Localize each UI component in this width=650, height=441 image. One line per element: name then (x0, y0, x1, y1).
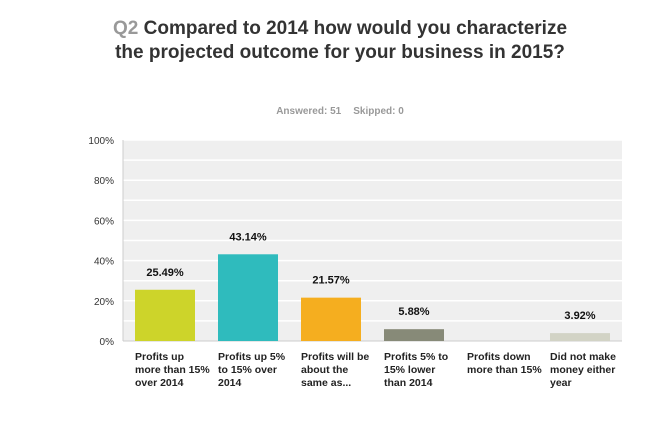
y-tick-label: 100% (88, 136, 114, 147)
bar (218, 254, 278, 341)
bar (550, 333, 610, 341)
y-tick-label: 40% (94, 257, 114, 268)
data-label: 3.92% (564, 310, 595, 322)
x-category-label: Profits down more than 15% (467, 351, 542, 376)
skipped-count: Skipped: 0 (353, 106, 404, 117)
x-category-label: Profits 5% to 15% lower than 2014 (384, 351, 449, 389)
answered-count: Answered: 51 (276, 106, 342, 117)
bar (384, 329, 444, 341)
question-text: Compared to 2014 how would you character… (115, 18, 568, 63)
bar (135, 289, 195, 341)
data-label: 21.57% (312, 275, 350, 287)
x-category-label: Profits will be about the same as... (301, 351, 370, 389)
bar (301, 297, 361, 341)
y-tick-label: 0% (100, 337, 115, 348)
response-stats: Answered: 51 Skipped: 0 (0, 106, 650, 117)
y-tick-label: 80% (94, 176, 114, 187)
x-category-label: Did not make money either year (550, 351, 616, 389)
x-category-label: Profits up more than 15% over 2014 (135, 351, 210, 389)
data-label: 43.14% (229, 231, 267, 243)
question-number: Q2 (112, 18, 139, 39)
y-tick-label: 60% (94, 216, 114, 227)
chart-title: Q2 Compared to 2014 how would you charac… (100, 17, 580, 65)
y-tick-label: 20% (94, 297, 114, 308)
x-category-label: Profits up 5% to 15% over 2014 (218, 351, 286, 389)
data-label: 25.49% (146, 267, 184, 279)
data-label: 5.88% (398, 306, 429, 318)
